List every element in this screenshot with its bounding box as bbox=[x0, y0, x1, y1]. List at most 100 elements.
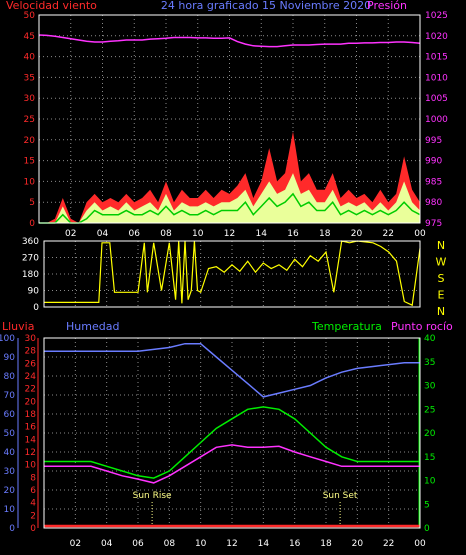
humidity-tick: 50 bbox=[4, 429, 16, 439]
compass-letter: S bbox=[438, 272, 445, 285]
rain-tick: 14 bbox=[25, 435, 37, 445]
x-tick-label: 12 bbox=[226, 539, 237, 549]
temperature-line bbox=[44, 406, 420, 479]
pressure-axis: 975 980 985 990 995 1000 1005 1010 1015 1020 1025 bbox=[425, 11, 448, 229]
rain-tick: 8 bbox=[30, 473, 36, 483]
direction-tick: 360 bbox=[22, 237, 39, 247]
x-tick-label: 16 bbox=[289, 539, 301, 549]
direction-axis: 0 90 180 270 360 bbox=[22, 237, 39, 313]
pressure-tick: 985 bbox=[425, 177, 442, 187]
temperature-tick: 5 bbox=[424, 500, 430, 510]
x-tick-label: 20 bbox=[351, 229, 363, 239]
temperature-label: Temperatura bbox=[311, 320, 382, 333]
wind-speed-label: Velocidad viento bbox=[6, 0, 97, 12]
wind-pressure-chart: Velocidad viento 24 hora graficado 15 No… bbox=[6, 0, 448, 239]
wind-speed-tick: 25 bbox=[24, 115, 35, 125]
pressure-tick: 995 bbox=[425, 136, 442, 146]
x-tick-label: 14 bbox=[256, 229, 268, 239]
compass-letter: E bbox=[438, 289, 445, 302]
direction-frame bbox=[43, 240, 421, 308]
x-tick-label: 16 bbox=[287, 229, 299, 239]
compass-letter: W bbox=[436, 256, 447, 269]
wind-direction-line bbox=[44, 240, 421, 307]
sun-marker-label: Sun Set bbox=[323, 491, 358, 501]
x-tick-label: 22 bbox=[383, 229, 394, 239]
rain-label: Lluvia bbox=[2, 320, 34, 333]
humidity-axis: 0 10 20 30 40 50 60 70 80 90 100 bbox=[0, 334, 15, 534]
humidity-tick: 20 bbox=[4, 486, 16, 496]
x-tick-label: 08 bbox=[164, 539, 176, 549]
x-tick-label: 00 bbox=[414, 229, 426, 239]
pressure-tick: 990 bbox=[425, 157, 442, 167]
rain-tick: 18 bbox=[25, 410, 37, 420]
wind-speed-tick: 45 bbox=[24, 32, 35, 42]
humidity-tick: 30 bbox=[4, 467, 16, 477]
pressure-tick: 1015 bbox=[425, 53, 448, 63]
wind-speed-tick: 30 bbox=[24, 94, 36, 104]
rain-tick: 4 bbox=[30, 499, 36, 509]
x-tick-label: 00 bbox=[414, 539, 426, 549]
temperature-tick: 10 bbox=[424, 477, 436, 487]
pressure-tick: 1020 bbox=[425, 32, 448, 42]
direction-tick: 0 bbox=[33, 303, 39, 313]
x-tick-label: 04 bbox=[101, 539, 113, 549]
humidity-label: Humedad bbox=[66, 320, 119, 333]
rain-tick: 20 bbox=[25, 397, 37, 407]
x-tick-label: 18 bbox=[320, 539, 332, 549]
x-tick-label: 06 bbox=[129, 229, 141, 239]
rain-tick: 6 bbox=[30, 486, 36, 496]
direction-tick: 180 bbox=[22, 270, 39, 280]
wind-speed-tick: 35 bbox=[24, 73, 35, 83]
rain-tick: 12 bbox=[25, 448, 36, 458]
rain-tick: 22 bbox=[25, 385, 36, 395]
humidity-series bbox=[44, 342, 420, 528]
x-tick-label: 10 bbox=[192, 229, 204, 239]
wind-speed-tick: 10 bbox=[24, 177, 36, 187]
humidity-temperature-chart: Lluvia Humedad Temperatura Punto rocío 0… bbox=[0, 320, 453, 549]
pressure-line bbox=[38, 34, 421, 48]
wind-speed-tick: 40 bbox=[24, 53, 36, 63]
humidity-tick: 70 bbox=[4, 391, 16, 401]
x-tick-label: 18 bbox=[319, 229, 331, 239]
temperature-tick: 40 bbox=[424, 334, 436, 344]
sun-markers: Sun Rise Sun Set bbox=[133, 491, 358, 528]
wind-speed-tick: 0 bbox=[29, 219, 35, 229]
pressure-tick: 1000 bbox=[425, 115, 448, 125]
rain-tick: 2 bbox=[30, 511, 36, 521]
chart-title: 24 hora graficado 15 Noviembre 2020 bbox=[161, 0, 371, 12]
temperature-tick: 35 bbox=[424, 358, 435, 368]
direction-tick: 90 bbox=[28, 287, 40, 297]
wind-time-axis: 02 04 06 08 10 12 14 16 18 20 22 00 bbox=[65, 229, 426, 239]
rain-tick: 16 bbox=[25, 423, 37, 433]
compass-letter: N bbox=[437, 239, 445, 252]
wind-speed-tick: 20 bbox=[24, 136, 36, 146]
humidity-frame bbox=[43, 337, 421, 529]
wind-frame bbox=[38, 14, 421, 224]
wind-speed-tick: 50 bbox=[24, 11, 36, 21]
humidity-tick: 100 bbox=[0, 334, 15, 344]
rain-tick: 28 bbox=[25, 347, 37, 357]
x-tick-label: 06 bbox=[132, 539, 144, 549]
humidity-time-axis: 02 04 06 08 10 12 14 16 18 20 22 00 bbox=[70, 539, 426, 549]
pressure-tick: 980 bbox=[425, 198, 442, 208]
x-tick-label: 22 bbox=[383, 539, 394, 549]
rain-tick: 10 bbox=[25, 461, 37, 471]
x-tick-label: 12 bbox=[224, 229, 235, 239]
dew-point-label: Punto rocío bbox=[391, 320, 453, 333]
direction-grid bbox=[44, 241, 420, 307]
temperature-axis: 0 5 10 15 20 25 30 35 40 bbox=[424, 334, 436, 534]
x-tick-label: 02 bbox=[65, 229, 76, 239]
sun-marker-label: Sun Rise bbox=[133, 491, 172, 501]
temperature-tick: 25 bbox=[424, 405, 435, 415]
rain-tick: 30 bbox=[25, 334, 37, 344]
humidity-grid bbox=[44, 338, 420, 528]
humidity-tick: 90 bbox=[4, 353, 16, 363]
rain-tick: 0 bbox=[30, 524, 36, 534]
temperature-tick: 15 bbox=[424, 453, 435, 463]
pressure-label: Presión bbox=[367, 0, 407, 12]
direction-tick: 270 bbox=[22, 254, 39, 264]
